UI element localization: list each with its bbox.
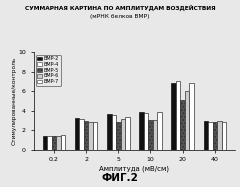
Text: (мРНК белков ВМР): (мРНК белков ВМР) [90,14,150,19]
Text: ФИГ.2: ФИГ.2 [102,173,138,183]
Bar [180,100,185,150]
Bar [176,81,180,150]
Bar [43,136,47,150]
Bar [208,122,213,150]
Bar [47,136,52,150]
Bar [139,112,144,150]
Bar [222,122,226,150]
Bar [171,83,176,150]
Bar [84,121,88,150]
Bar [116,122,120,150]
Bar [79,119,84,150]
Bar [189,83,194,150]
Bar [52,137,56,150]
Bar [213,122,217,150]
Bar [157,112,162,150]
Bar [93,122,97,150]
Bar [120,119,125,150]
Bar [204,121,208,150]
Y-axis label: Стимулированные/контроль: Стимулированные/контроль [12,57,17,145]
Text: СУММАРНАЯ КАРТИНА ПО АМПЛИТУДАМ ВОЗДЕЙСТВИЯ: СУММАРНАЯ КАРТИНА ПО АМПЛИТУДАМ ВОЗДЕЙСТ… [25,5,215,11]
Bar [112,115,116,150]
Bar [88,122,93,150]
Bar [148,120,153,150]
Bar [75,119,79,150]
Bar [125,117,130,150]
Bar [217,121,222,150]
Bar [61,135,65,150]
Bar [185,91,189,150]
Bar [107,114,112,150]
Legend: BMP-2, BMP-4, BMP-5, BMP-6, BMP-7: BMP-2, BMP-4, BMP-5, BMP-6, BMP-7 [36,55,60,86]
X-axis label: Амплитуда (мВ/см): Амплитуда (мВ/см) [99,165,169,171]
Bar [144,113,148,150]
Bar [153,120,157,150]
Bar [56,137,61,150]
